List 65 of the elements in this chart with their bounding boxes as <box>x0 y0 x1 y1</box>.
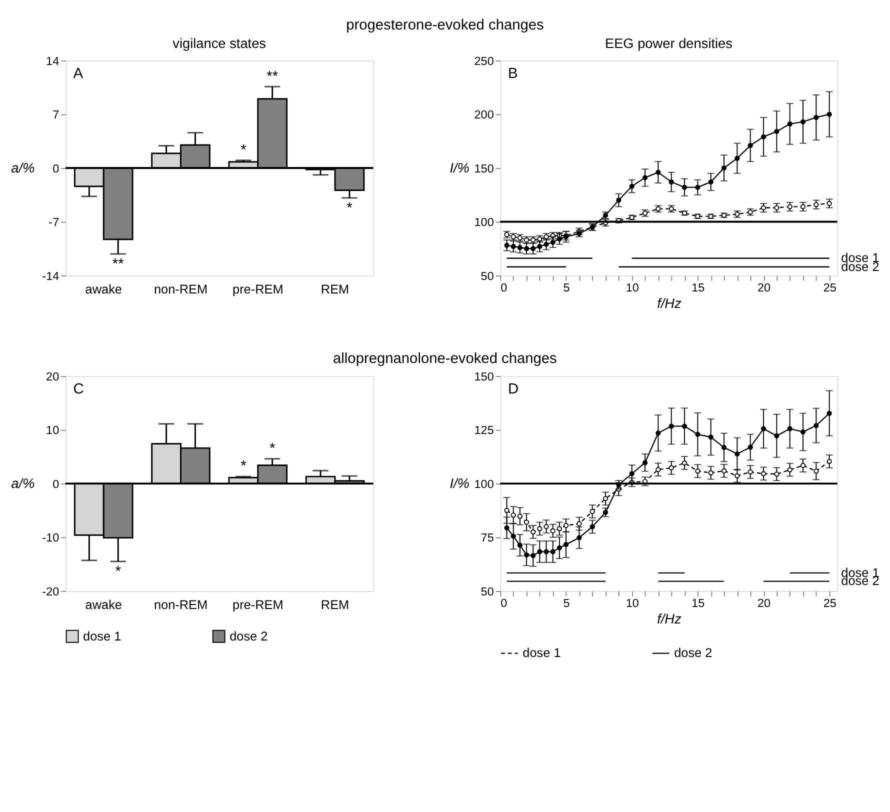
annotation: C <box>73 382 84 398</box>
x-tick-label: 25 <box>823 597 837 610</box>
y-tick-label: 14 <box>46 54 60 68</box>
x-tick-label: REM <box>320 598 350 612</box>
chart-subtitle: vigilance states <box>172 36 266 51</box>
annotation: A <box>73 66 84 82</box>
x-tick-label: 5 <box>563 282 570 295</box>
y-tick-label: 150 <box>474 370 494 384</box>
y-tick-label: -10 <box>42 532 60 545</box>
x-tick-label: 0 <box>500 282 508 295</box>
annotation: * <box>346 200 353 217</box>
x-tick-label: 5 <box>563 597 570 610</box>
annotation: D <box>508 382 519 398</box>
y-axis-title: a/% <box>11 476 35 491</box>
text: allopregnanolone-evoked changes <box>333 350 557 367</box>
legend-label: dose 2 <box>674 646 712 660</box>
x-tick-label: non-REM <box>154 282 208 297</box>
annotation: ** <box>112 256 124 273</box>
x-tick-label: 0 <box>500 597 508 610</box>
y-tick-label: 10 <box>46 424 60 438</box>
x-tick-label: awake <box>85 598 122 612</box>
x-axis-title: f/Hz <box>657 296 682 312</box>
x-tick-label: pre-REM <box>232 598 284 612</box>
x-tick-label: 20 <box>757 282 771 295</box>
x-tick-label: 20 <box>757 597 771 610</box>
x-tick-label: pre-REM <box>232 282 284 297</box>
y-tick-label: -20 <box>42 585 60 598</box>
y-tick-label: 100 <box>474 478 494 491</box>
x-axis-title: f/Hz <box>657 612 682 627</box>
y-axis-title: I/% <box>450 476 470 491</box>
x-tick-label: 10 <box>626 597 640 610</box>
annotation: * <box>270 440 276 457</box>
annotation: * <box>115 564 122 580</box>
y-tick-label: 7 <box>52 108 60 122</box>
y-tick-label: 50 <box>480 585 494 598</box>
y-tick-label: -7 <box>48 216 60 230</box>
legend-label: dose 1 <box>522 646 561 660</box>
annotation: * <box>240 458 247 475</box>
y-tick-label: 0 <box>52 478 60 491</box>
x-tick-label: 15 <box>692 282 706 295</box>
y-tick-label: -14 <box>42 270 60 283</box>
x-tick-label: awake <box>85 282 122 297</box>
y-tick-label: 20 <box>46 370 60 384</box>
x-tick-label: 10 <box>626 282 640 295</box>
y-tick-label: 200 <box>474 108 494 122</box>
y-tick-label: 250 <box>474 54 494 68</box>
chart-subtitle: EEG power densities <box>604 36 733 51</box>
legend-label: dose 2 <box>230 629 268 644</box>
y-tick-label: 100 <box>474 216 494 230</box>
x-tick-label: REM <box>320 282 350 297</box>
y-tick-label: 150 <box>474 162 494 176</box>
y-tick-label: 75 <box>480 532 494 545</box>
annotation: B <box>508 66 518 82</box>
x-tick-label: non-REM <box>154 598 208 612</box>
x-tick-label: 25 <box>823 282 837 295</box>
legend-label: dose 1 <box>83 629 122 644</box>
annotation: * <box>240 142 247 158</box>
y-axis-title: a/% <box>11 160 35 176</box>
y-tick-label: 0 <box>52 162 60 176</box>
y-tick-label: 125 <box>474 424 494 438</box>
annotation: ** <box>266 68 278 85</box>
x-tick-label: 15 <box>692 597 706 610</box>
y-axis-title: I/% <box>450 160 470 176</box>
y-tick-label: 50 <box>480 270 494 283</box>
text: progesterone-evoked changes <box>346 18 544 34</box>
